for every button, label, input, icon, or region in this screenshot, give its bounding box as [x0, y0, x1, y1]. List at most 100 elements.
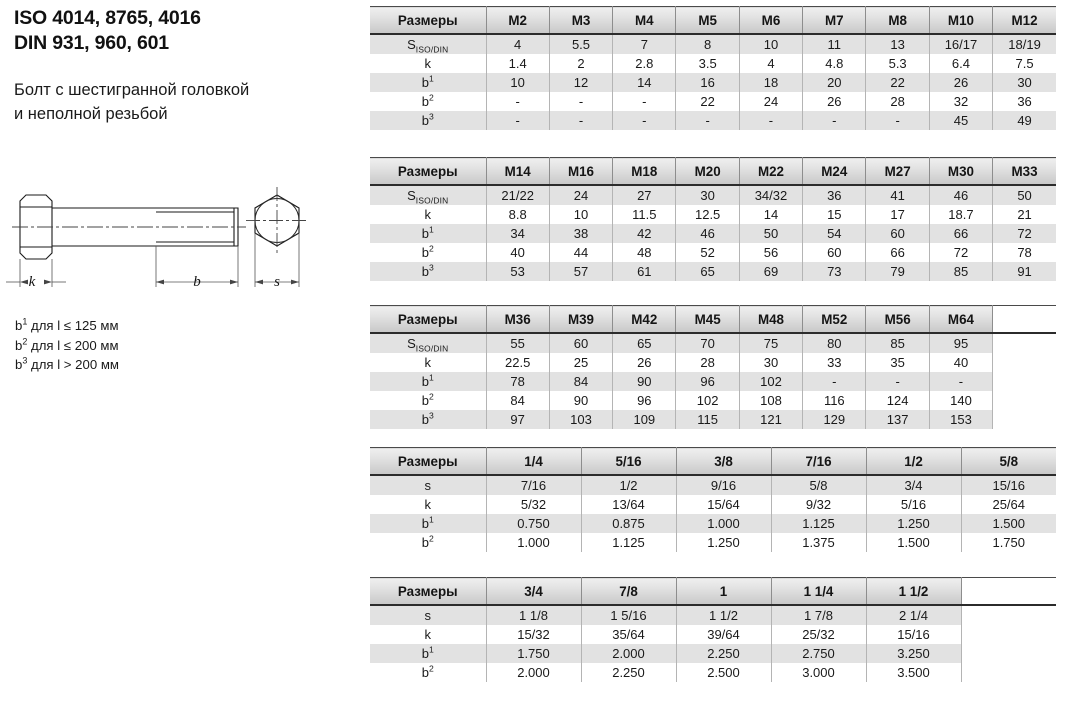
row-label-cell: b2 — [370, 663, 487, 682]
data-cell: 124 — [865, 391, 930, 410]
row-label-superscript: 3 — [428, 410, 434, 421]
data-cell: 90 — [612, 372, 677, 391]
table-header-row: Размеры M36 M39 M42 M45 M48 M52 M56 M64 — [370, 305, 1056, 334]
table-row: k 15/32 35/64 39/64 25/32 15/16 — [370, 625, 1056, 644]
header-cell-m7: M7 — [802, 6, 867, 35]
row-label-cell: b1 — [370, 372, 487, 391]
data-cell: 21 — [992, 205, 1056, 224]
row-label-cell: SISO/DIN — [370, 333, 487, 353]
data-cell: 35/64 — [581, 625, 677, 644]
header-cell-3-8: 3/8 — [676, 447, 772, 476]
row-label-superscript: 2 — [428, 663, 434, 674]
data-cell: 1.250 — [866, 514, 962, 533]
row-label-superscript: 1 — [428, 644, 434, 655]
note-b2-text: для l ≤ 200 мм — [27, 337, 119, 353]
data-cell: 102 — [739, 372, 804, 391]
data-cell: 13 — [865, 34, 930, 54]
data-cell: 18 — [739, 73, 804, 92]
data-cell: 65 — [675, 262, 740, 281]
table-header-row: Размеры 3/4 7/8 1 1 1/4 1 1/2 — [370, 577, 1056, 606]
data-cell: 1.750 — [961, 533, 1056, 552]
data-cell: 26 — [802, 92, 867, 111]
data-cell: 60 — [865, 224, 930, 243]
row-label-cell: SISO/DIN — [370, 34, 487, 54]
data-cell-empty — [992, 391, 1056, 410]
data-cell: 10 — [486, 73, 550, 92]
b-dimension-label: b — [193, 274, 201, 290]
table-row: b1 0.750 0.875 1.000 1.125 1.250 1.500 — [370, 514, 1056, 533]
data-cell: 42 — [612, 224, 677, 243]
data-cell: 28 — [865, 92, 930, 111]
note-b2: b2 для l ≤ 200 мм — [15, 336, 119, 353]
row-label-superscript: 1 — [428, 73, 434, 84]
data-cell: 102 — [675, 391, 740, 410]
data-cell: 45 — [929, 111, 994, 130]
data-cell: 84 — [486, 391, 550, 410]
data-cell: 2.250 — [581, 663, 677, 682]
data-cell: 140 — [929, 391, 994, 410]
bolt-technical-drawing: k b s — [6, 183, 336, 293]
header-cell-m42: M42 — [612, 305, 677, 334]
header-cell-dimensions: Размеры — [370, 157, 487, 186]
data-cell: 95 — [929, 333, 994, 353]
data-cell: 1.500 — [866, 533, 962, 552]
data-cell: 15/16 — [961, 475, 1056, 495]
data-cell: 108 — [739, 391, 804, 410]
table-row: b2 1.000 1.125 1.250 1.375 1.500 1.750 — [370, 533, 1056, 552]
table-row: b3 97 103 109 115 121 129 137 153 — [370, 410, 1056, 429]
data-cell: 91 — [992, 262, 1056, 281]
data-cell: 1.125 — [771, 514, 867, 533]
data-cell: - — [486, 111, 550, 130]
data-cell: 4 — [486, 34, 550, 54]
data-cell: 34 — [486, 224, 550, 243]
row-label-superscript: 1 — [428, 224, 434, 235]
spec-table: Размеры M36 M39 M42 M45 M48 M52 M56 M64 SISO/DIN 5… — [370, 305, 1056, 429]
data-cell: 7/16 — [486, 475, 582, 495]
table-row: b2- - -22 24 26 28 32 36 — [370, 92, 1056, 111]
data-cell: - — [675, 111, 740, 130]
spec-table: Размеры M14 M16 M18 M20 M22 M24 M27 M30 M33 SISO/D… — [370, 157, 1056, 281]
header-cell-m18: M18 — [612, 157, 677, 186]
data-cell: 1 1/2 — [676, 605, 772, 625]
row-label-cell: k — [370, 205, 487, 224]
header-cell-empty — [961, 577, 1056, 606]
data-cell: - — [612, 111, 677, 130]
data-cell: 27 — [612, 185, 677, 205]
header-cell-m64: M64 — [929, 305, 994, 334]
table-header-row: Размеры M14 M16 M18 M20 M22 M24 M27 M30 M33 — [370, 157, 1056, 186]
table-row: b3- - - - - - -45 49 — [370, 111, 1056, 130]
data-cell: 28 — [675, 353, 740, 372]
data-cell: 60 — [549, 333, 614, 353]
row-label-cell: b1 — [370, 224, 487, 243]
data-cell: 40 — [929, 353, 994, 372]
row-label-superscript: 2 — [428, 391, 434, 402]
header-cell-1-1-4: 1 1/4 — [771, 577, 867, 606]
data-cell: 25/64 — [961, 495, 1056, 514]
data-cell: 2.000 — [486, 663, 582, 682]
data-cell: 3.250 — [866, 644, 962, 663]
data-cell: 1.500 — [961, 514, 1056, 533]
data-cell: 85 — [929, 262, 994, 281]
header-cell-m39: M39 — [549, 305, 614, 334]
table-row: b3 53 57 61 65 69 73 79 85 91 — [370, 262, 1056, 281]
table-row: SISO/DIN 55 60 65 70 75 80 85 95 — [370, 333, 1056, 353]
table-row: b1 34 38 42 46 50 54 60 66 72 — [370, 224, 1056, 243]
data-cell: 4.8 — [802, 54, 867, 73]
data-cell: 15/64 — [676, 495, 772, 514]
data-cell: 0.750 — [486, 514, 582, 533]
bolt-shank-outline — [52, 207, 156, 247]
dimension-arrows — [20, 279, 238, 285]
data-cell: 22 — [865, 73, 930, 92]
header-cell-m10: M10 — [929, 6, 994, 35]
product-description: Болт с шестигранной головкой и неполной … — [14, 78, 358, 126]
data-cell: 7 — [612, 34, 677, 54]
data-cell: 10 — [739, 34, 804, 54]
data-cell: 16 — [675, 73, 740, 92]
data-cell: 2.000 — [581, 644, 677, 663]
data-cell: 11.5 — [612, 205, 677, 224]
data-cell: 49 — [992, 111, 1056, 130]
data-cell: 5/32 — [486, 495, 582, 514]
data-cell-empty — [992, 410, 1056, 429]
data-cell: 1.000 — [676, 514, 772, 533]
data-cell: 18/19 — [992, 34, 1056, 54]
